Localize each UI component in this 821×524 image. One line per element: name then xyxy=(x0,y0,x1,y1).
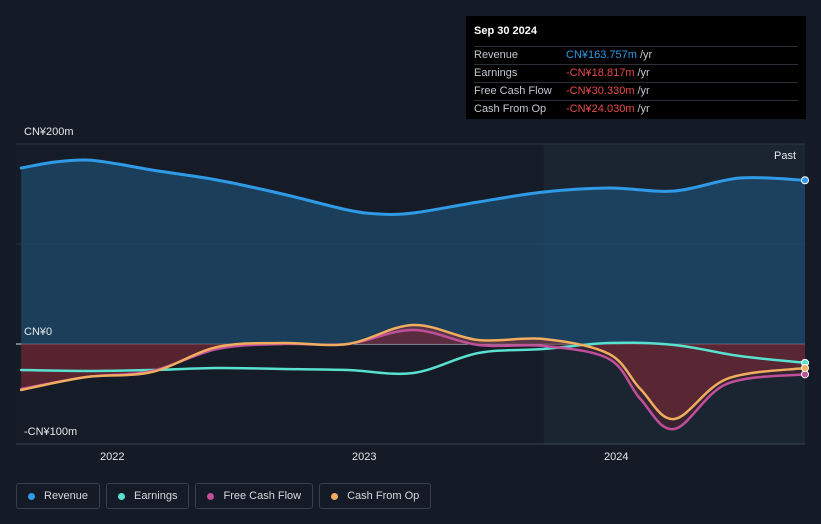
legend-item-earnings[interactable]: Earnings xyxy=(106,483,190,509)
cash-from-op-area xyxy=(21,324,805,420)
tooltip-unit: /yr xyxy=(637,103,650,115)
revenue-line xyxy=(19,158,807,216)
x-tick-label-2023: 2023 xyxy=(352,451,377,463)
tooltip-unit: /yr xyxy=(639,49,653,61)
legend-item-free-cash-flow[interactable]: Free Cash Flow xyxy=(195,483,314,509)
cash-from-op-end-marker xyxy=(801,364,809,373)
cash-from-op-line xyxy=(19,323,807,421)
chart-legend: Revenue Earnings Free Cash Flow Cash Fro… xyxy=(16,483,432,509)
revenue-end-marker xyxy=(801,176,809,185)
tooltip-row-free-cash-flow: Free Cash Flow -CN¥30.330m /yr xyxy=(474,82,798,100)
legend-dot-icon xyxy=(207,492,215,500)
tooltip-value: -CN¥30.330m xyxy=(566,85,635,97)
legend-item-revenue[interactable]: Revenue xyxy=(16,483,101,509)
legend-label: Revenue xyxy=(44,490,89,502)
chart-lines xyxy=(19,158,807,431)
data-tooltip: Sep 30 2024 Revenue CN¥163.757m /yr Earn… xyxy=(466,16,806,119)
y-tick-label-neg100: -CN¥100m xyxy=(24,426,78,438)
tooltip-unit: /yr xyxy=(637,67,650,79)
tooltip-label: Cash From Op xyxy=(474,103,547,115)
tooltip-row-earnings: Earnings -CN¥18.817m /yr xyxy=(474,64,798,82)
legend-label: Earnings xyxy=(134,490,178,502)
tooltip-value: CN¥163.757m xyxy=(566,49,637,61)
x-tick-label-2024: 2024 xyxy=(604,451,629,463)
legend-dot-icon xyxy=(331,492,339,500)
revenue-area xyxy=(21,159,805,344)
tooltip-unit: /yr xyxy=(637,85,650,97)
tooltip-label: Earnings xyxy=(474,67,518,79)
legend-label: Cash From Op xyxy=(347,490,420,502)
x-tick-label-2022: 2022 xyxy=(100,451,125,463)
tooltip-value: -CN¥24.030m xyxy=(566,103,635,115)
tooltip-row-revenue: Revenue CN¥163.757m /yr xyxy=(474,46,798,64)
tooltip-row-cash-from-op: Cash From Op -CN¥24.030m /yr xyxy=(474,100,798,118)
tooltip-label: Revenue xyxy=(474,49,519,61)
legend-dot-icon xyxy=(28,492,35,500)
chart-end-markers xyxy=(801,176,809,379)
legend-label: Free Cash Flow xyxy=(223,490,302,502)
tooltip-date: Sep 30 2024 xyxy=(474,25,537,37)
y-tick-label-200: CN¥200m xyxy=(24,126,74,138)
tooltip-label: Free Cash Flow xyxy=(474,85,552,97)
tooltip-value: -CN¥18.817m xyxy=(566,67,635,79)
y-tick-label-0: CN¥0 xyxy=(24,326,53,338)
past-region-label: Past xyxy=(774,150,797,162)
legend-item-cash-from-op[interactable]: Cash From Op xyxy=(319,483,432,509)
legend-dot-icon xyxy=(118,492,126,500)
